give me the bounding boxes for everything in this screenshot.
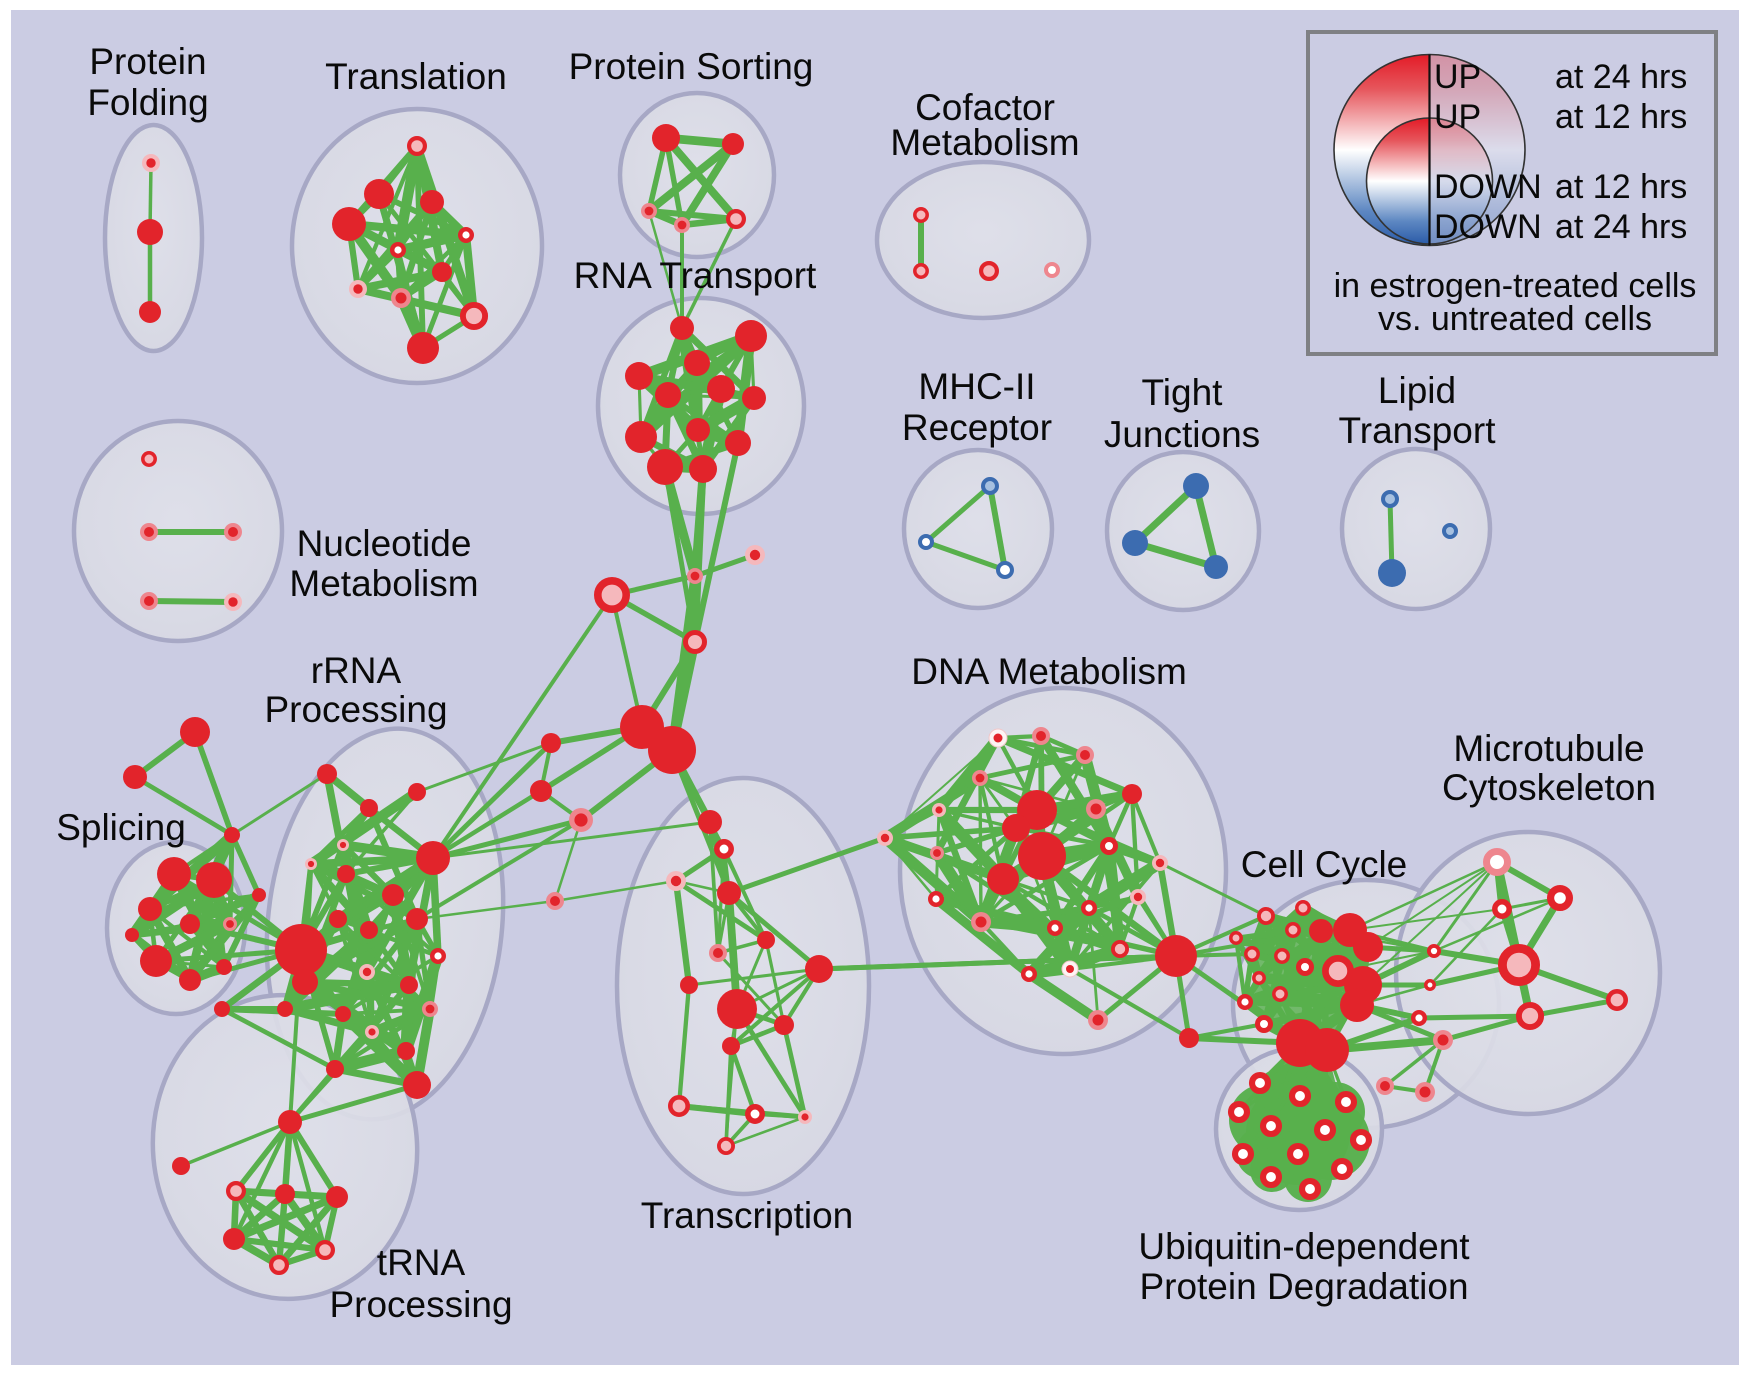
- svg-text:UP: UP: [1434, 58, 1481, 96]
- svg-text:Ubiquitin-dependent: Ubiquitin-dependent: [1138, 1226, 1470, 1267]
- svg-text:Transcription: Transcription: [641, 1195, 853, 1236]
- svg-text:at 12 hrs: at 12 hrs: [1555, 168, 1687, 206]
- svg-text:Folding: Folding: [87, 82, 208, 123]
- svg-text:MHC-II: MHC-II: [918, 366, 1035, 407]
- svg-text:at 12 hrs: at 12 hrs: [1555, 98, 1687, 136]
- svg-text:Nucleotide: Nucleotide: [297, 523, 472, 564]
- svg-text:Transport: Transport: [1339, 410, 1497, 451]
- svg-text:tRNA: tRNA: [377, 1242, 466, 1283]
- svg-text:Protein Sorting: Protein Sorting: [569, 46, 814, 87]
- svg-text:Microtubule: Microtubule: [1453, 728, 1644, 769]
- svg-text:RNA Transport: RNA Transport: [574, 255, 817, 296]
- svg-text:Protein Degradation: Protein Degradation: [1139, 1266, 1468, 1307]
- svg-text:vs. untreated cells: vs. untreated cells: [1378, 300, 1652, 338]
- svg-text:Translation: Translation: [325, 56, 507, 97]
- svg-text:at 24 hrs: at 24 hrs: [1555, 58, 1687, 96]
- svg-text:Tight: Tight: [1142, 372, 1224, 413]
- svg-text:Processing: Processing: [329, 1284, 512, 1325]
- svg-text:Lipid: Lipid: [1378, 370, 1456, 411]
- svg-text:Metabolism: Metabolism: [289, 563, 478, 604]
- svg-text:Cofactor: Cofactor: [915, 87, 1055, 128]
- svg-text:Metabolism: Metabolism: [890, 122, 1079, 163]
- svg-text:in estrogen-treated cells: in estrogen-treated cells: [1334, 267, 1697, 305]
- svg-text:DOWN: DOWN: [1434, 208, 1542, 246]
- svg-text:UP: UP: [1434, 98, 1481, 136]
- svg-text:rRNA: rRNA: [311, 650, 402, 691]
- svg-text:DOWN: DOWN: [1434, 168, 1542, 206]
- svg-text:Cell Cycle: Cell Cycle: [1241, 844, 1408, 885]
- svg-text:at 24 hrs: at 24 hrs: [1555, 208, 1687, 246]
- svg-text:Splicing: Splicing: [56, 807, 186, 848]
- svg-text:Protein: Protein: [89, 41, 206, 82]
- svg-text:Junctions: Junctions: [1104, 414, 1260, 455]
- svg-text:Processing: Processing: [264, 689, 447, 730]
- svg-text:DNA Metabolism: DNA Metabolism: [911, 651, 1187, 692]
- svg-text:Receptor: Receptor: [902, 407, 1052, 448]
- svg-text:Cytoskeleton: Cytoskeleton: [1442, 767, 1656, 808]
